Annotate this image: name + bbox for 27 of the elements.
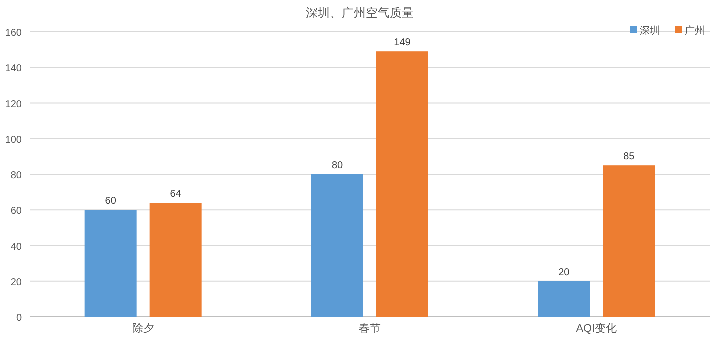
- bar: [150, 203, 202, 317]
- data-label: 64: [170, 189, 182, 200]
- y-tick-label: 140: [5, 64, 22, 75]
- y-tick-label: 120: [5, 99, 22, 110]
- data-label: 20: [558, 267, 570, 278]
- y-tick-label: 160: [5, 28, 22, 39]
- data-label: 80: [332, 160, 344, 172]
- data-label: 85: [624, 152, 636, 163]
- data-label: 149: [394, 38, 412, 49]
- bar: [538, 281, 590, 317]
- bar: [312, 174, 364, 317]
- y-tick-label: 60: [10, 206, 22, 218]
- y-tick-label: 100: [5, 134, 22, 146]
- data-label: 60: [105, 196, 117, 208]
- bar: [376, 52, 428, 317]
- legend-label: 广州: [685, 25, 705, 37]
- x-tick-label: AQI变化: [576, 322, 618, 335]
- bar: [603, 166, 656, 317]
- legend-label: 深圳: [640, 25, 660, 37]
- y-tick-label: 20: [10, 277, 22, 288]
- chart-title: 深圳、广州空气质量: [306, 6, 414, 20]
- y-tick-label: 40: [10, 242, 22, 253]
- y-tick-label: 80: [10, 170, 22, 182]
- x-tick-label: 除夕: [132, 323, 154, 335]
- y-tick-label: 0: [16, 313, 22, 324]
- x-tick-label: 春节: [359, 322, 381, 335]
- bar: [84, 210, 137, 317]
